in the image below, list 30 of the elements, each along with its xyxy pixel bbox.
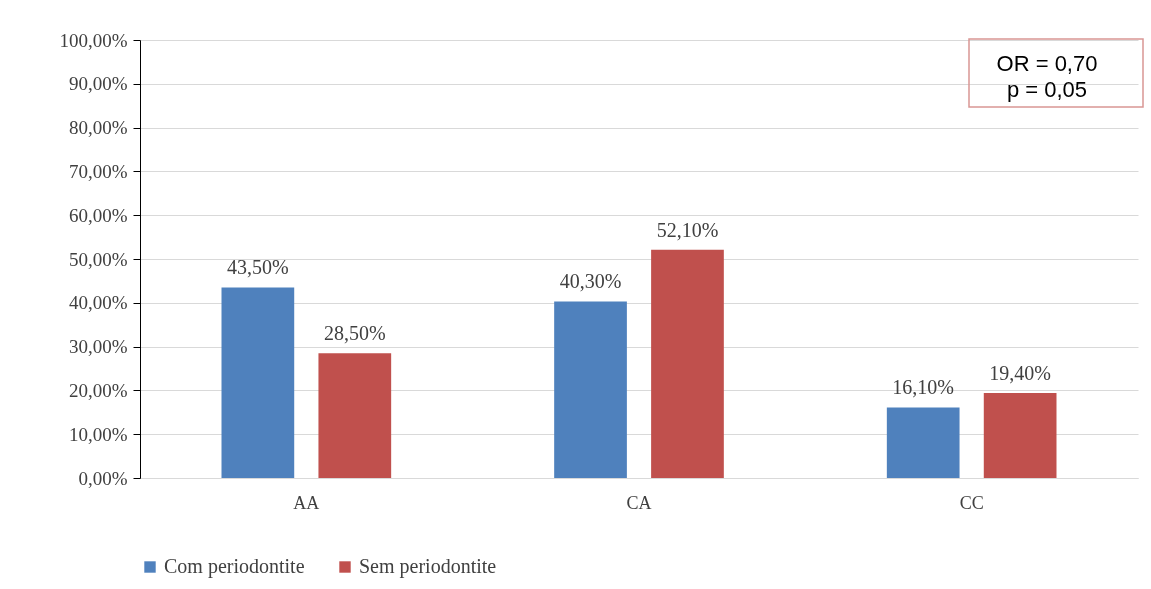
annotation: p = 0,05: [1006, 77, 1088, 102]
x-tick-label: CA: [626, 492, 652, 513]
y-tick-label: 30,00%: [68, 336, 128, 358]
data-label: 28,50%: [323, 322, 386, 345]
annotation: OR = 0,70: [996, 51, 1098, 76]
bar: [651, 249, 724, 478]
x-tick-label: CC: [959, 492, 984, 513]
data-label: 40,30%: [559, 270, 622, 293]
y-tick-label: 20,00%: [68, 379, 128, 401]
y-tick-label: 70,00%: [68, 160, 128, 182]
bar: [221, 287, 295, 478]
bar: [983, 393, 1057, 478]
legend-label: Sem periodontite: [359, 555, 497, 578]
data-label: 19,40%: [989, 362, 1051, 385]
x-tick-label: AA: [293, 492, 320, 513]
y-tick-label: 100,00%: [59, 29, 128, 51]
y-tick-label: 90,00%: [68, 73, 128, 95]
y-tick-label: 0,00%: [78, 467, 128, 489]
data-label: 43,50%: [227, 256, 289, 279]
y-tick-label: 10,00%: [68, 423, 128, 445]
bar: [318, 353, 392, 478]
y-tick-label: 80,00%: [68, 117, 128, 139]
y-tick-label: 60,00%: [68, 204, 128, 226]
data-label: 52,10%: [656, 218, 719, 241]
bar: [886, 407, 960, 478]
bar: [554, 301, 627, 478]
data-label: 16,10%: [892, 376, 955, 399]
y-tick-label: 50,00%: [68, 248, 128, 270]
y-tick-label: 40,00%: [68, 292, 128, 314]
legend-label: Com periodontite: [164, 555, 305, 578]
